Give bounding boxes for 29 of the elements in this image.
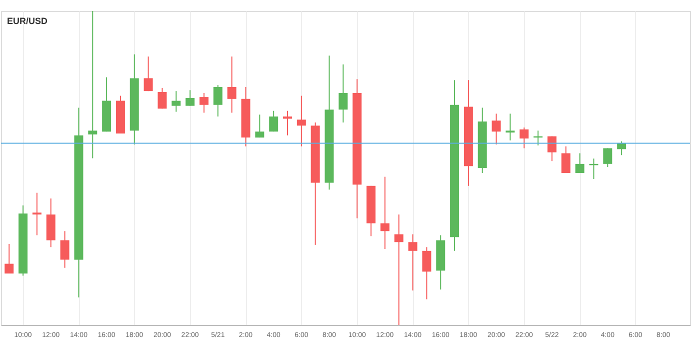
candlestick — [186, 90, 195, 106]
candlestick — [408, 234, 418, 291]
candlestick — [255, 114, 264, 138]
candlestick — [269, 110, 278, 132]
candlestick — [227, 56, 236, 114]
candlestick — [394, 214, 404, 326]
candlestick — [422, 246, 432, 300]
candlestick — [60, 230, 70, 268]
candlestick — [603, 148, 612, 168]
candlestick — [199, 92, 208, 114]
candlestick — [296, 95, 306, 147]
candlestick — [144, 56, 153, 92]
candlestick — [520, 126, 529, 149]
candlestick — [380, 176, 390, 250]
candlestick — [88, 10, 98, 159]
candlestick — [4, 243, 14, 274]
candlestick — [617, 140, 626, 156]
candlestick — [492, 113, 501, 145]
candlestick — [32, 192, 42, 236]
candlestick — [561, 146, 570, 174]
candlestick — [283, 110, 292, 136]
candlestick — [172, 90, 181, 112]
text: EUR/USD — [7, 16, 48, 26]
candlestick — [547, 136, 556, 162]
candlestick — [575, 152, 584, 174]
candlestick — [158, 87, 167, 110]
candlestick — [213, 84, 222, 118]
candlestick — [506, 113, 515, 141]
candlestick — [338, 64, 348, 123]
